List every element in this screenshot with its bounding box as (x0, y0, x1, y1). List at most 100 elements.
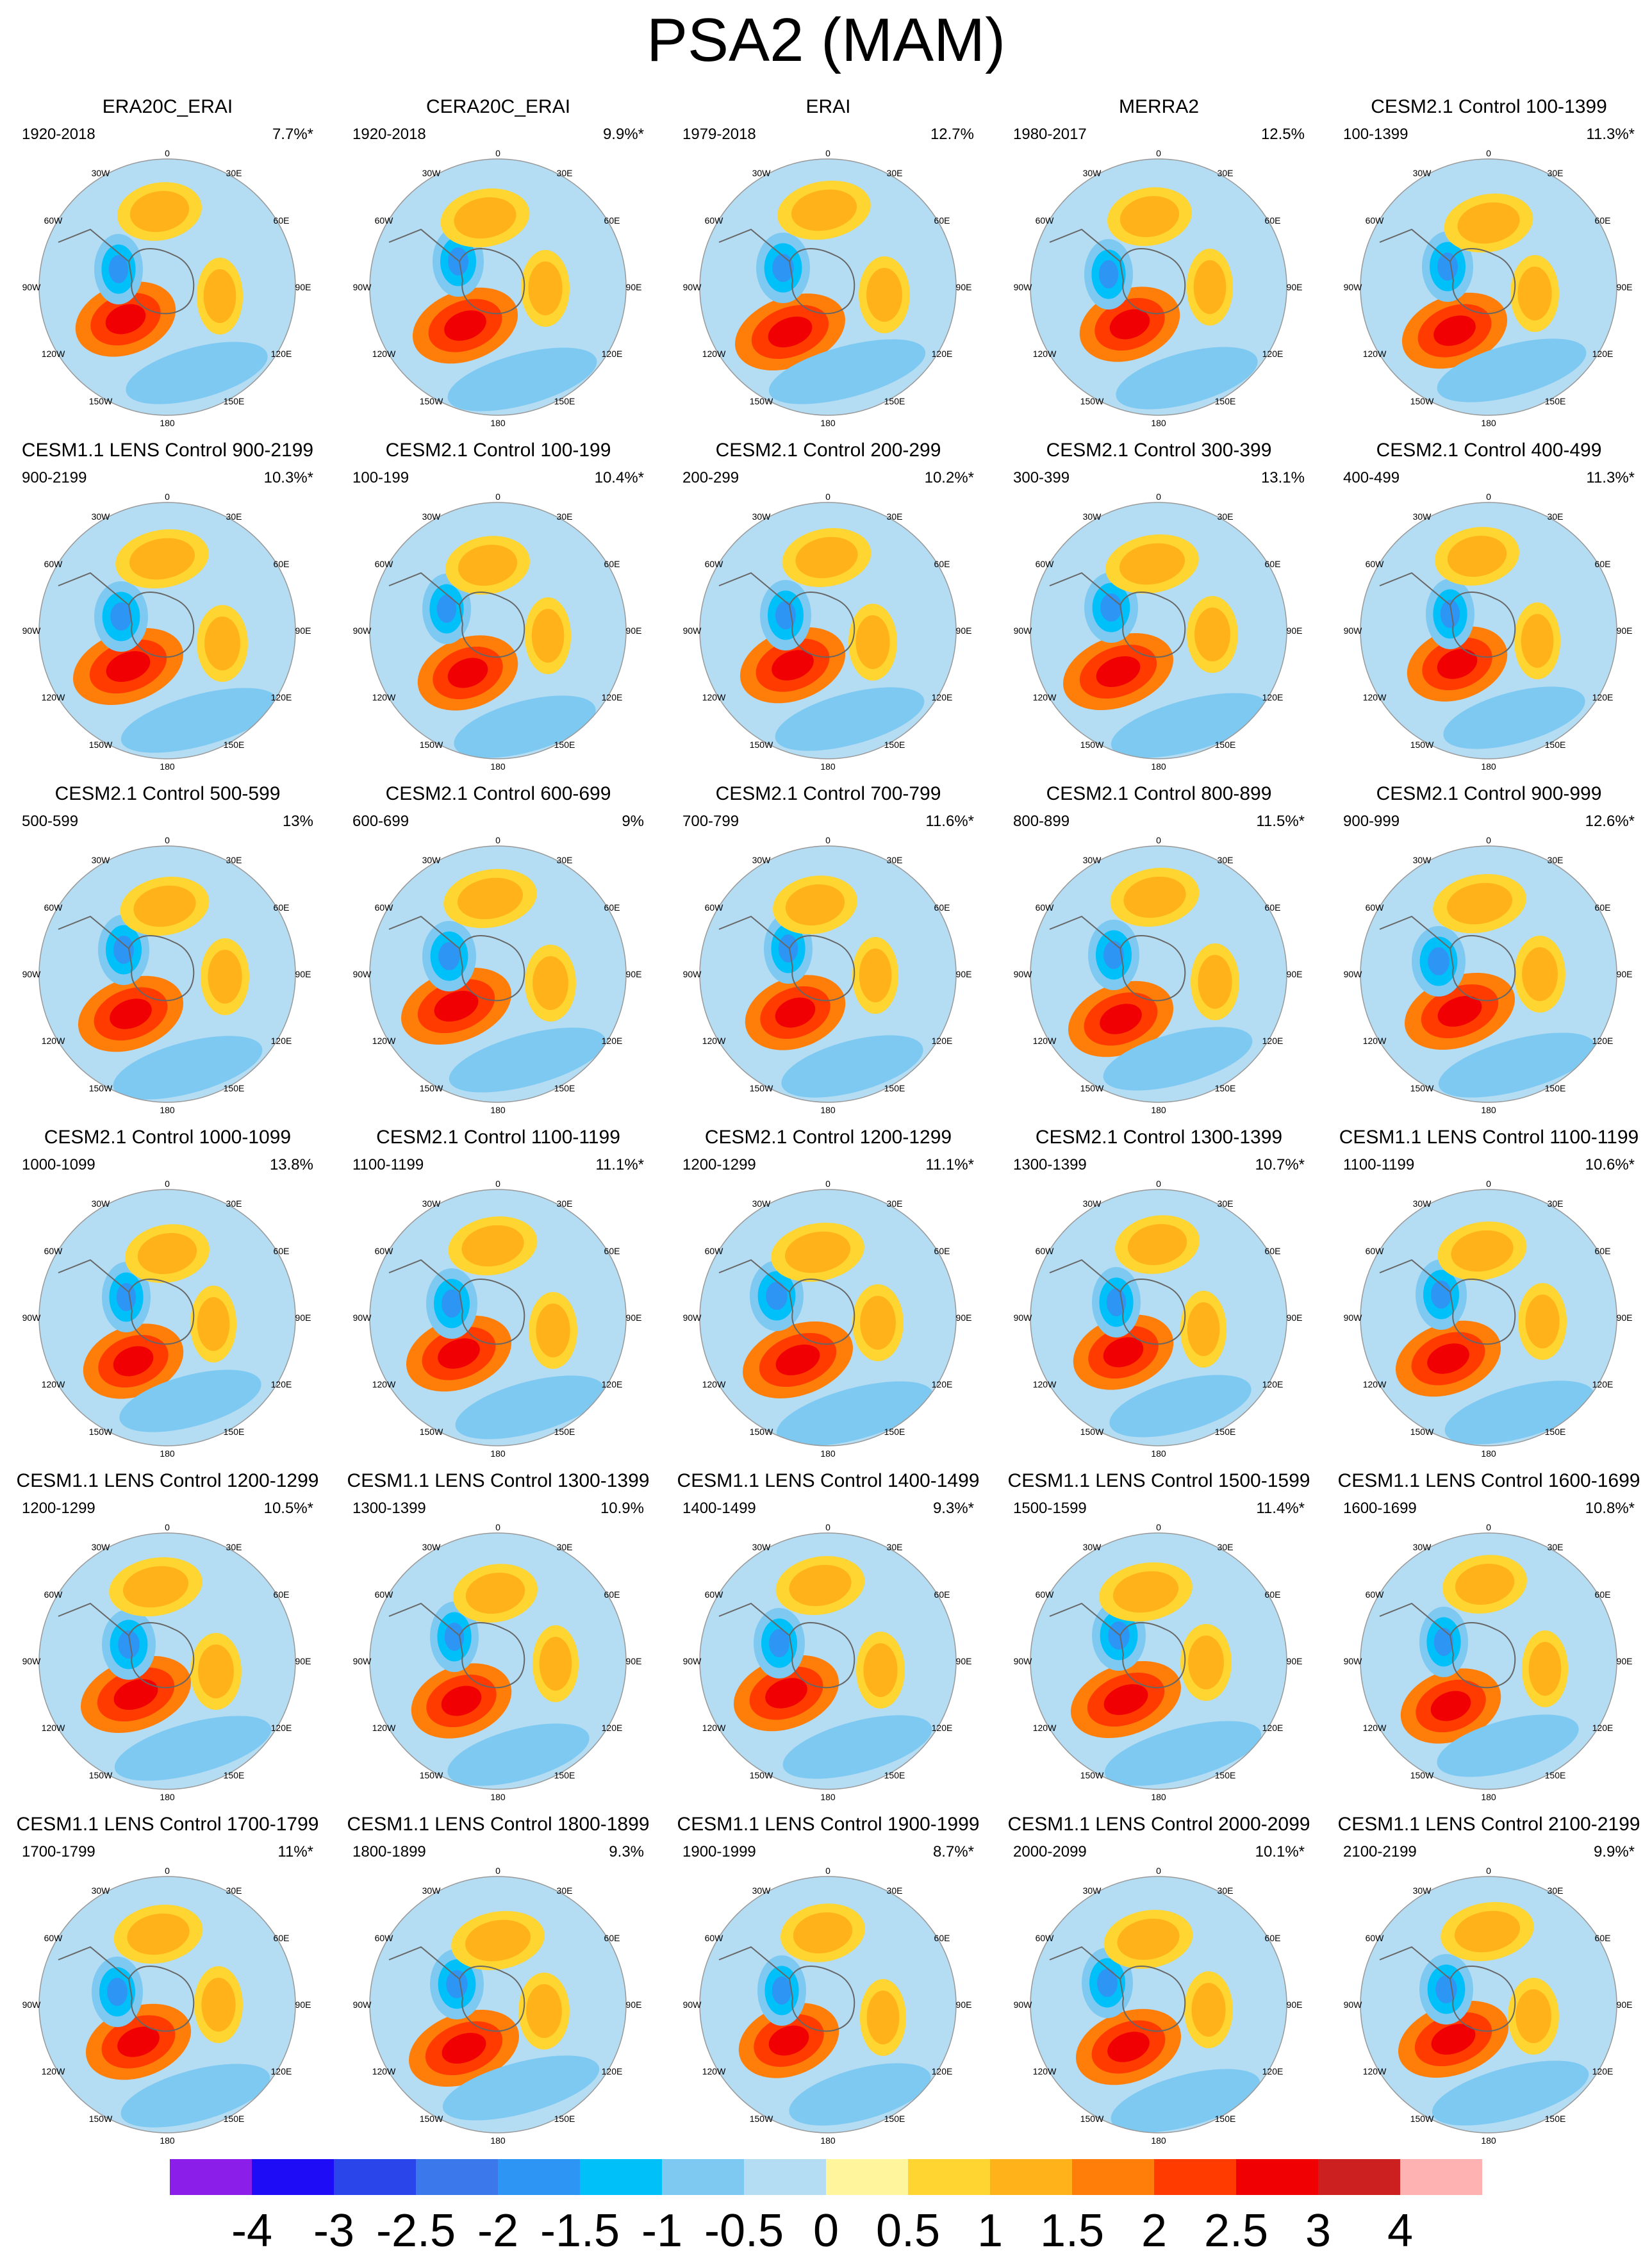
longitude-label: 30W (1413, 1885, 1432, 1896)
longitude-label: 0 (165, 492, 170, 502)
longitude-label: 150W (420, 1427, 443, 1437)
longitude-label: 120W (1363, 1379, 1387, 1389)
longitude-label: 90W (1014, 2000, 1033, 2010)
longitude-label: 120E (1262, 349, 1284, 359)
anomaly-contour (129, 538, 195, 580)
longitude-label: 90W (22, 625, 42, 636)
longitude-label: 180 (1481, 2135, 1496, 2146)
longitude-label: 90W (353, 1656, 372, 1666)
longitude-label: 60W (1366, 1933, 1385, 1943)
anomaly-field (700, 502, 956, 759)
panel-period: 1300-1399 (1013, 1156, 1087, 1173)
anomaly-contour (1116, 347, 1258, 410)
longitude-label: 90E (626, 2000, 642, 2010)
panel-period: 1920-2018 (22, 126, 95, 143)
anomaly-contour (107, 1978, 128, 2006)
colorbar-swatch (416, 2159, 498, 2195)
longitude-label: 150E (224, 1427, 245, 1437)
longitude-label: 90W (1014, 1313, 1033, 1323)
longitude-label: 90W (683, 1656, 702, 1666)
longitude-label: 150E (1545, 2114, 1566, 2124)
longitude-label: 60E (934, 1246, 950, 1256)
anomaly-contour (447, 658, 488, 688)
anomaly-contour (1455, 1563, 1515, 1605)
anomaly-field (39, 1876, 295, 2133)
anomaly-contour (1109, 1375, 1251, 1437)
anomaly-contour (1437, 649, 1478, 679)
longitude-label: 120W (42, 1036, 65, 1046)
polar-map: 0 30E 60E 90E 120E 150E 180 150W 120W 90W 60W 30W (683, 1179, 972, 1459)
map-border (1360, 1876, 1617, 2133)
panel-title: MERRA2 (1118, 96, 1200, 117)
map-border (1360, 1189, 1617, 1446)
longitude-label: 180 (490, 418, 506, 428)
longitude-label: 90W (1014, 1656, 1033, 1666)
longitude-label: 90E (1617, 969, 1633, 979)
anomaly-contour (1108, 1621, 1130, 1650)
anomaly-contour (789, 2063, 931, 2126)
anomaly-contour (775, 1344, 820, 1376)
polar-map: 0 30E 60E 90E 120E 150E 180 150W 120W 90W 60W 30W (1014, 492, 1303, 772)
anomaly-contour (1127, 1223, 1187, 1266)
panel-period: 900-999 (1343, 813, 1400, 830)
antarctica-coastline (388, 915, 525, 1002)
longitude-label: 90E (956, 1656, 972, 1666)
anomaly-contour (1104, 1721, 1262, 1786)
longitude-label: 0 (1486, 148, 1491, 158)
map-panel: CESM2.1 Control 100-1399 100-1399 11.3%* 0 3… (1324, 96, 1652, 440)
anomaly-contour (120, 2064, 270, 2128)
longitude-label: 150W (89, 1427, 113, 1437)
longitude-label: 90E (295, 282, 311, 292)
colorbar-tick-label: -1 (641, 2205, 683, 2257)
anomaly-contour (866, 268, 902, 322)
map-panel: CESM1.1 LENS Control 1400-1499 1400-1499 9… (663, 1470, 993, 1814)
anomaly-field (1360, 502, 1617, 759)
anomaly-contour (454, 197, 516, 239)
panel-variance: 8.7%* (932, 1843, 974, 1860)
colorbar-swatch (1072, 2159, 1154, 2195)
anomaly-field (1360, 846, 1617, 1102)
longitude-label: 30W (752, 1542, 772, 1552)
polar-map: 0 30E 60E 90E 120E 150E 180 150W 120W 90W 60W 30W (22, 492, 311, 772)
panel-period: 1700-1799 (22, 1843, 95, 1860)
longitude-label: 120W (1033, 1379, 1057, 1389)
anomaly-contour (539, 1637, 572, 1691)
panel-variance: 12.5% (1260, 126, 1305, 143)
longitude-label: 60E (1595, 1589, 1611, 1600)
map-border (38, 158, 296, 416)
anomaly-contour (776, 1381, 934, 1446)
longitude-label: 60E (1595, 215, 1611, 226)
longitude-label: 90E (1617, 1656, 1633, 1666)
longitude-label: 150W (89, 396, 113, 406)
antarctica-coastline (718, 1602, 855, 1689)
longitude-label: 30W (1413, 1198, 1432, 1209)
panel-variance: 9.9%* (602, 126, 644, 143)
longitude-label: 90W (683, 969, 702, 979)
anomaly-field (39, 1533, 295, 1789)
polar-map: 0 30E 60E 90E 120E 150E 180 150W 120W 90W 60W 30W (353, 1522, 642, 1802)
longitude-label: 30E (1218, 1198, 1234, 1209)
longitude-label: 30E (1218, 1542, 1234, 1552)
colorbar-tick-label: 2 (1141, 2205, 1168, 2257)
polar-map: 0 30E 60E 90E 120E 150E 180 150W 120W 90W 60W 30W (353, 1179, 642, 1459)
panel-variance: 10.6%* (1585, 1156, 1635, 1173)
anomaly-contour (1528, 1642, 1562, 1696)
longitude-label: 60W (44, 1246, 63, 1256)
anomaly-contour (775, 601, 796, 629)
longitude-label: 0 (1156, 1866, 1161, 1876)
longitude-label: 180 (490, 2135, 506, 2146)
longitude-label: 60W (705, 902, 724, 913)
longitude-label: 60E (1595, 559, 1611, 569)
polar-map: 0 30E 60E 90E 120E 150E 180 150W 120W 90W 60W 30W (1014, 1179, 1303, 1459)
anomaly-contour (465, 1919, 531, 1962)
longitude-label: 150E (224, 2114, 245, 2124)
anomaly-field (1360, 159, 1617, 415)
longitude-label: 180 (160, 761, 175, 772)
longitude-label: 60W (705, 1246, 724, 1256)
longitude-label: 30E (887, 511, 903, 522)
longitude-label: 90W (1344, 2000, 1363, 2010)
longitude-label: 180 (160, 2135, 175, 2146)
map-panel: MERRA2 1980-2017 12.5% 0 30E 60E 90E 120E 150E 18… (994, 96, 1324, 440)
longitude-label: 0 (495, 492, 500, 502)
polar-map: 0 30E 60E 90E 120E 150E 180 150W 120W 90W 60W 30W (1344, 1866, 1633, 2146)
